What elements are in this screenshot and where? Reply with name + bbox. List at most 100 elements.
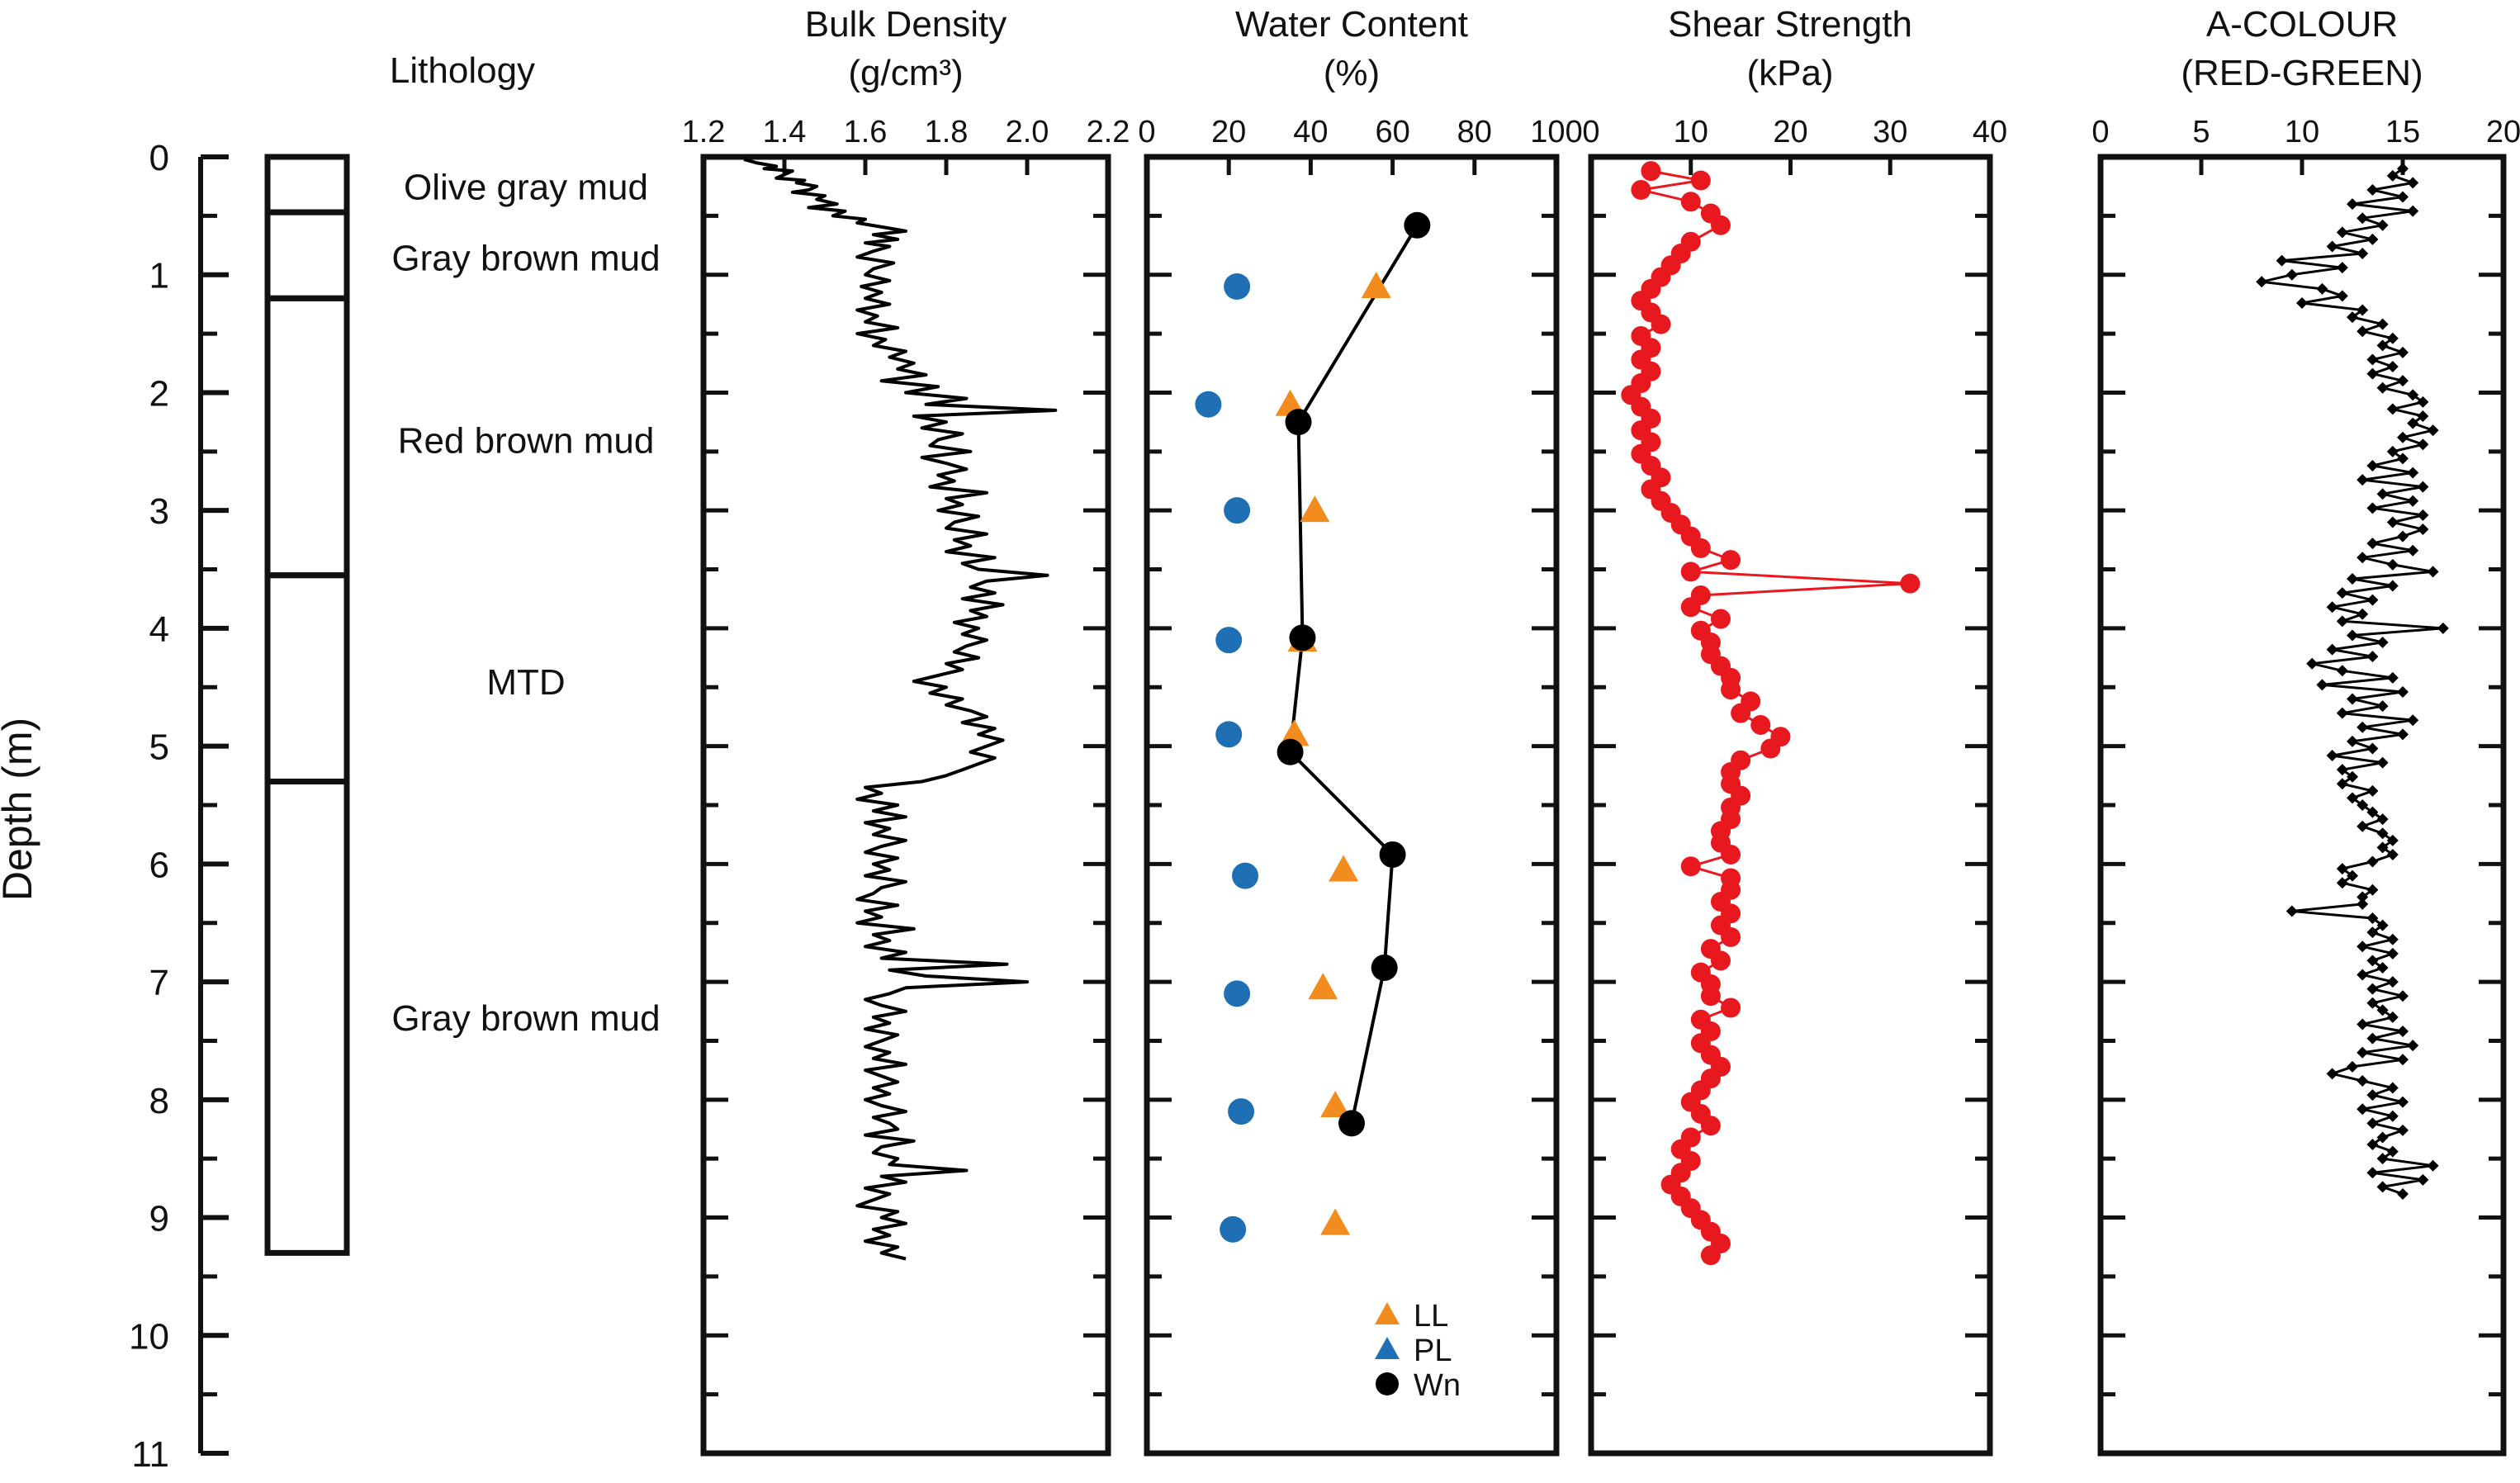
a-colour-point [2347, 198, 2358, 211]
a-colour-point [2397, 431, 2409, 443]
pl-point [1224, 980, 1251, 1007]
bulk-density-unit: (g/cm³) [848, 53, 963, 93]
bulk-density-title: Bulk Density [805, 4, 1007, 45]
shear-strength-point [1721, 550, 1741, 571]
lithology-units: Olive gray mud Gray brown mud Red brown mu… [264, 154, 661, 1256]
x-tick-label: 10 [1674, 115, 1708, 149]
a-colour-point [2357, 940, 2369, 953]
x-tick-label: 60 [1375, 115, 1409, 149]
a-colour-point [2336, 877, 2348, 889]
a-colour-point [2397, 530, 2409, 543]
a-colour-point [2407, 205, 2419, 217]
shear-strength-point [1641, 161, 1661, 182]
a-colour-point [2366, 784, 2379, 797]
a-colour-point [2407, 714, 2419, 727]
a-colour-point [2376, 318, 2389, 330]
x-tick-label: 40 [1973, 115, 2007, 149]
legend-wn-marker [1376, 1372, 1399, 1395]
a-colour-panel: A-COLOUR (RED-GREEN) 0 5 10 15 20 [2091, 4, 2520, 1457]
a-colour-point [2366, 884, 2379, 896]
lithology-unit-label: Red brown mud [398, 421, 655, 462]
a-colour-point [2386, 361, 2399, 373]
a-colour-point [2357, 212, 2369, 225]
lithology-column: Lithology Olive gray mud Gray brown mud Re… [264, 50, 661, 1256]
a-colour-point [2407, 467, 2419, 479]
a-colour-point [2366, 855, 2379, 868]
wn-point [1371, 954, 1398, 981]
a-colour-point [2357, 820, 2369, 832]
legend-pl-marker [1375, 1337, 1400, 1359]
a-colour-point [2357, 325, 2369, 338]
a-colour-point [2366, 1089, 2379, 1102]
shear-strength-point [1680, 192, 1701, 212]
a-colour-point [2357, 304, 2369, 316]
lithology-unit-box [264, 154, 350, 216]
depth-axis-label: Depth (m) [0, 718, 40, 901]
a-colour-point [2357, 898, 2369, 910]
a-colour-point [2386, 558, 2399, 571]
a-colour-point [2427, 566, 2439, 578]
a-colour-point [2366, 353, 2379, 366]
panel-frame [2097, 154, 2507, 1457]
a-colour-point [2256, 276, 2268, 288]
a-colour-point [2386, 947, 2399, 959]
a-colour-point [2417, 524, 2429, 536]
depth-tick-label: 2 [149, 373, 169, 414]
shear-strength-point [1721, 844, 1741, 865]
a-colour-unit: (RED-GREEN) [2181, 53, 2423, 93]
shear-strength-point [1731, 703, 1751, 723]
shear-strength-point [1700, 986, 1721, 1007]
a-colour-point [2366, 1032, 2379, 1045]
a-colour-point [2347, 693, 2358, 705]
a-colour-point [2306, 657, 2319, 670]
a-colour-point [2366, 594, 2379, 606]
a-colour-point [2397, 685, 2409, 698]
legend-label: Wn [1414, 1368, 1461, 1403]
a-colour-point [2366, 955, 2379, 967]
pl-point [1220, 1215, 1247, 1243]
a-colour-point [2357, 1046, 2369, 1059]
pl-point [1215, 627, 1243, 654]
a-colour-point [2386, 671, 2399, 684]
a-colour-point [2376, 488, 2389, 500]
ll-point [1361, 272, 1391, 298]
a-colour-point [2366, 367, 2379, 380]
lithology-unit-box [264, 295, 350, 579]
a-colour-point [2336, 262, 2348, 274]
a-colour-point [2386, 403, 2399, 415]
a-colour-point [2397, 346, 2409, 358]
a-colour-point [2366, 742, 2379, 755]
a-colour-point [2407, 495, 2419, 507]
a-colour-point [2376, 919, 2389, 931]
a-colour-point [2376, 700, 2389, 713]
x-tick-label: 1.8 [925, 115, 969, 149]
pl-point [1232, 862, 1259, 889]
lithology-unit-label: Gray brown mud [391, 238, 660, 278]
a-colour-point [2366, 538, 2379, 550]
a-colour-point [2347, 792, 2358, 804]
a-colour-point [2386, 1011, 2399, 1023]
a-colour-point [2376, 1153, 2389, 1165]
a-colour-point [2386, 976, 2399, 988]
x-tick-label: 1.2 [682, 115, 726, 149]
a-colour-point [2336, 615, 2348, 628]
a-colour-point [2366, 651, 2379, 663]
a-colour-point [2357, 248, 2369, 260]
a-colour-point [2366, 233, 2379, 245]
ll-point [1329, 855, 1359, 882]
a-colour-point [2357, 1018, 2369, 1031]
ll-point [1320, 1208, 1351, 1235]
a-colour-point [2336, 665, 2348, 677]
a-colour-point [2357, 552, 2369, 564]
shear-strength-point [1750, 714, 1771, 735]
a-colour-point [2376, 813, 2389, 826]
x-tick-label: 40 [1293, 115, 1328, 149]
a-colour-point [2386, 1145, 2399, 1158]
a-colour-point [2366, 459, 2379, 471]
shear-strength-point [1690, 170, 1711, 191]
x-tick-label: 20 [1773, 115, 1807, 149]
lithology-unit-label: Olive gray mud [404, 168, 648, 208]
a-colour-point [2417, 438, 2429, 451]
water-content-title: Water Content [1235, 4, 1468, 45]
